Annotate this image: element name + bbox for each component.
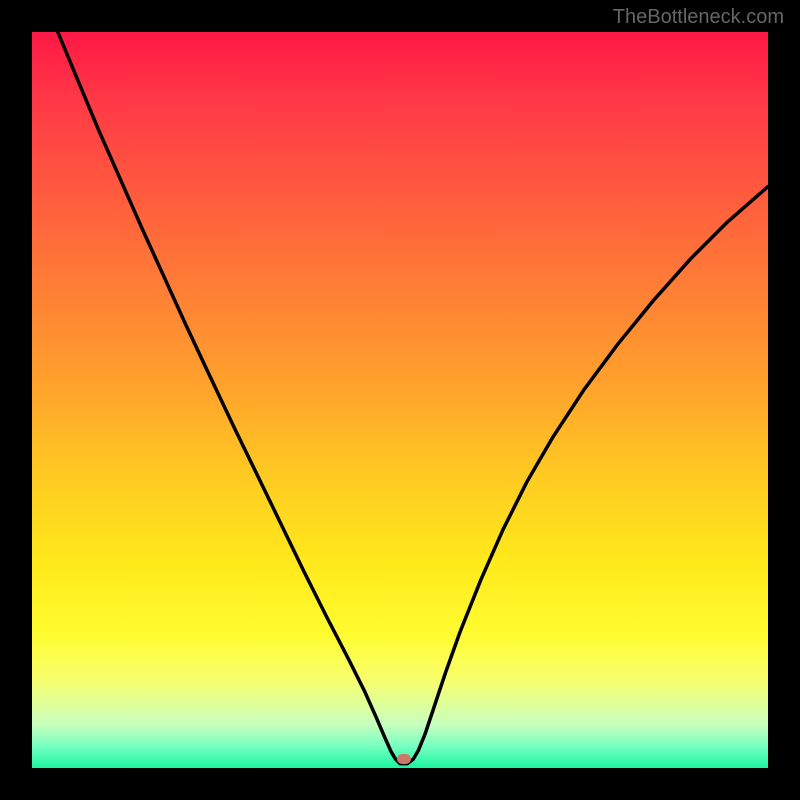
plot-area [32, 32, 768, 768]
chart-frame: TheBottleneck.com [0, 0, 800, 800]
curve-path [58, 32, 768, 764]
watermark-text: TheBottleneck.com [613, 6, 784, 29]
optimal-point-marker [397, 754, 411, 764]
bottleneck-curve [32, 32, 768, 768]
